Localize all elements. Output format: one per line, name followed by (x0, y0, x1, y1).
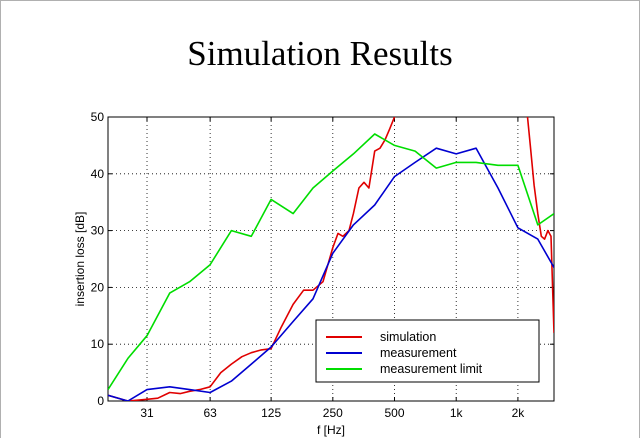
series-line-measurement-limit (108, 133, 554, 391)
y-tick-label: 10 (91, 337, 105, 351)
x-tick-label: 1k (450, 406, 464, 420)
legend-label: measurement (380, 346, 457, 360)
data-series (108, 117, 554, 401)
y-tick-label: 40 (91, 167, 105, 181)
x-tick-label: 2k (512, 406, 526, 420)
series-line-measurement (108, 147, 554, 401)
plot-area (107, 116, 555, 402)
slide-title: Simulation Results (187, 34, 453, 73)
legend-box (315, 319, 540, 383)
x-tick-label: 63 (203, 406, 217, 420)
series-line-simulation (108, 117, 554, 401)
y-tick-label: 20 (91, 280, 105, 294)
legend-label: simulation (380, 330, 436, 344)
y-tick-label: 0 (97, 394, 104, 408)
y-tick-label: 30 (91, 224, 105, 238)
y-tick-label: 50 (91, 110, 105, 124)
x-tick-label: 31 (140, 406, 154, 420)
x-tick-label: 250 (323, 406, 343, 420)
x-axis-label: f [Hz] (317, 423, 345, 437)
axis-ticks: 31 63 125 250 500 1k 2k 0 10 20 30 40 50 (91, 110, 554, 420)
legend: simulation measurement measurement limit (315, 319, 540, 383)
x-tick-label: 500 (384, 406, 404, 420)
y-axis-label: insertion loss [dB] (73, 212, 87, 307)
legend-label: measurement limit (380, 362, 483, 376)
x-tick-label: 125 (261, 406, 281, 420)
